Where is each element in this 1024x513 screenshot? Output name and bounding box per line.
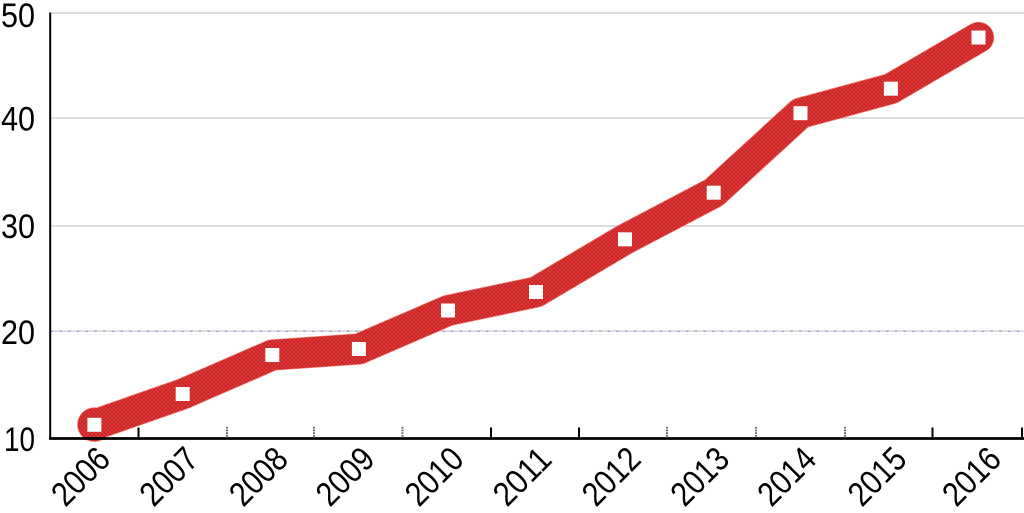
svg-text:20: 20 xyxy=(1,314,35,352)
svg-text:2013: 2013 xyxy=(663,440,737,508)
svg-text:2015: 2015 xyxy=(841,440,915,508)
svg-text:40: 40 xyxy=(1,101,35,139)
svg-text:2008: 2008 xyxy=(222,440,296,508)
svg-text:2014: 2014 xyxy=(750,440,824,508)
svg-text:30: 30 xyxy=(1,208,35,246)
svg-text:2016: 2016 xyxy=(935,440,1009,508)
svg-text:2006: 2006 xyxy=(44,440,118,508)
svg-text:2007: 2007 xyxy=(132,440,206,508)
svg-text:2009: 2009 xyxy=(309,440,383,508)
svg-text:2012: 2012 xyxy=(575,440,649,508)
svg-text:2010: 2010 xyxy=(398,440,472,508)
svg-text:10: 10 xyxy=(4,421,35,459)
svg-text:2011: 2011 xyxy=(486,440,560,508)
svg-text:50: 50 xyxy=(1,0,35,35)
